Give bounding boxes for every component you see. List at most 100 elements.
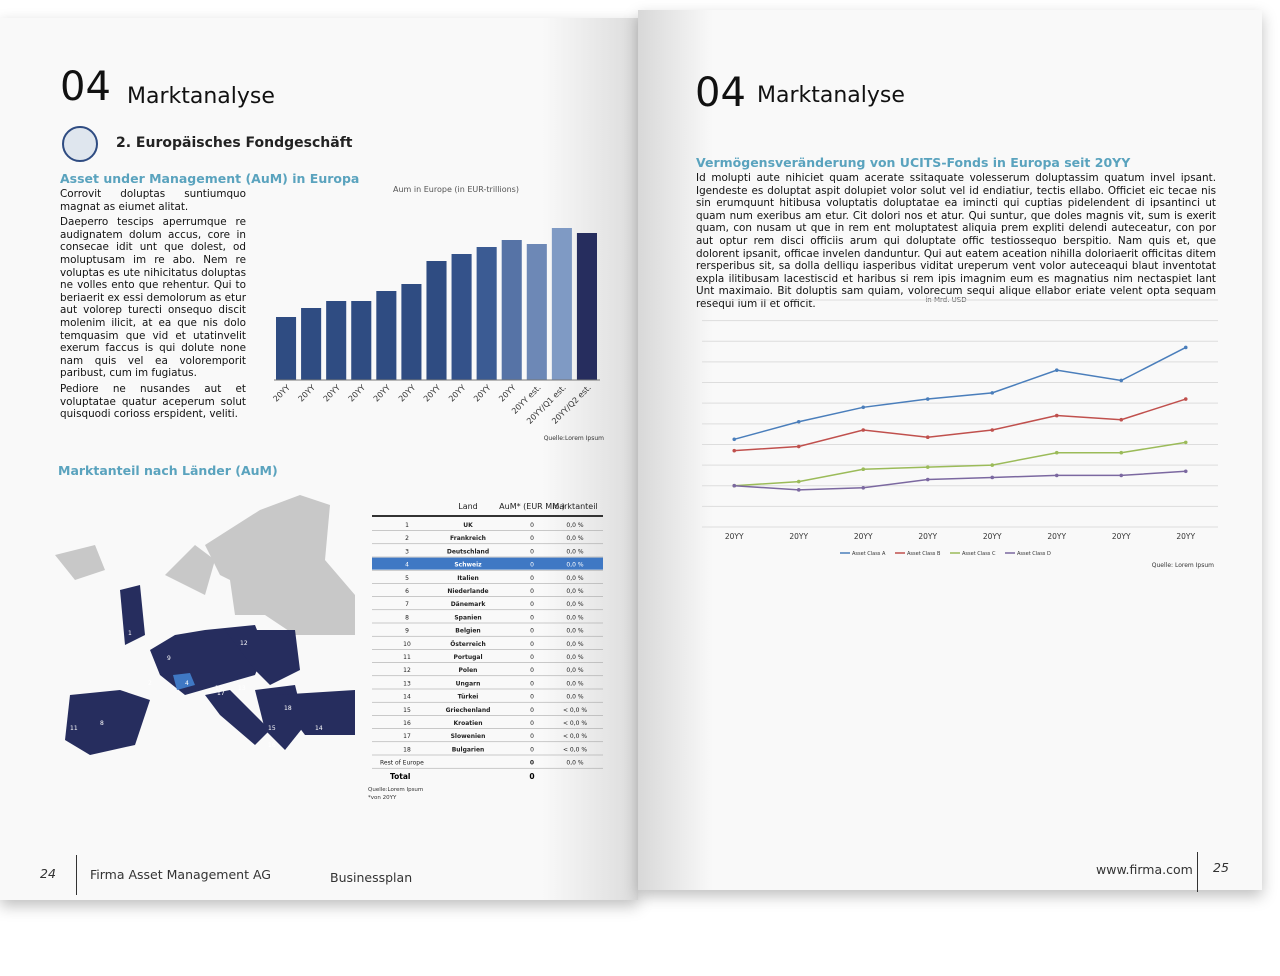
bar bbox=[326, 301, 347, 380]
chart-title: Aum in Europe (in EUR-trillions) bbox=[393, 185, 519, 194]
table-cell: 0 bbox=[530, 760, 534, 767]
table-header: AuM* (EUR Mio.) bbox=[499, 502, 565, 511]
table-cell: Kroatien bbox=[453, 720, 482, 727]
table-cell: Bulgarien bbox=[452, 746, 485, 753]
point bbox=[1054, 473, 1059, 478]
table-header: Marktanteil bbox=[552, 502, 597, 511]
section-number: 04 bbox=[695, 70, 746, 116]
point bbox=[990, 463, 995, 467]
bar bbox=[476, 247, 497, 380]
text-block: Corrovit doluptas suntiumquo magnat as e… bbox=[60, 188, 246, 421]
table-cell: 3 bbox=[405, 548, 409, 555]
map-switzerland bbox=[173, 673, 195, 690]
table-cell: 0 bbox=[530, 614, 534, 621]
page-number: 24 bbox=[40, 866, 56, 881]
source: Quelle:Lorem Ipsum bbox=[544, 435, 604, 442]
table-cell: 17 bbox=[403, 733, 411, 740]
legend-label: Asset Class C bbox=[962, 551, 996, 557]
point bbox=[1183, 397, 1188, 401]
table-cell: 0,0 % bbox=[566, 522, 583, 529]
series-line bbox=[734, 441, 1186, 487]
table-cell: 11 bbox=[403, 654, 411, 661]
series-line bbox=[734, 346, 1187, 441]
table-cell: UK bbox=[463, 522, 473, 529]
map-heading: Marktanteil nach Länder (AuM) bbox=[58, 463, 278, 478]
point bbox=[732, 437, 737, 442]
point bbox=[1119, 450, 1124, 455]
bar bbox=[551, 228, 572, 380]
table-cell: 0,0 % bbox=[566, 628, 583, 635]
heading: Asset under Management (AuM) in Europa bbox=[60, 171, 360, 186]
point bbox=[1119, 378, 1124, 383]
bar bbox=[526, 244, 547, 380]
table-cell: Portugal bbox=[453, 654, 482, 661]
table-cell: 0 bbox=[530, 733, 534, 740]
point bbox=[925, 465, 930, 469]
table-header: Land bbox=[458, 502, 478, 511]
table-cell: 0,0 % bbox=[566, 588, 583, 595]
table-cell: Österreich bbox=[450, 641, 485, 648]
table-cell: 2 bbox=[405, 535, 409, 542]
table-cell: 9 bbox=[405, 628, 409, 635]
point bbox=[925, 397, 930, 401]
subtitle: 2. Europäisches Fondgeschäft bbox=[116, 135, 353, 151]
point bbox=[861, 405, 866, 410]
table-cell: Niederlande bbox=[447, 588, 488, 595]
table-cell: 8 bbox=[405, 614, 409, 621]
map-label: 2 bbox=[148, 680, 152, 687]
map-label: 15 bbox=[268, 725, 276, 732]
table-cell: < 0,0 % bbox=[563, 746, 587, 753]
table-cell: 10 bbox=[403, 641, 411, 648]
map-label: 12 bbox=[240, 640, 248, 647]
x-tick-label: 20YY bbox=[422, 383, 443, 404]
table-note: *von 20YY bbox=[368, 795, 397, 801]
table-cell: 0 bbox=[530, 628, 534, 635]
row-highlight bbox=[372, 557, 603, 570]
bar-chart: Aum in Europe (in EUR-trillions)20YY 20YY… bbox=[271, 185, 604, 442]
table-cell: 0,0 % bbox=[566, 694, 583, 701]
paragraph: Daeperro tescips aperrumque re audignate… bbox=[60, 216, 246, 380]
table-cell: 5 bbox=[405, 575, 409, 582]
globe-icon bbox=[62, 126, 98, 162]
map-label: 13 bbox=[238, 685, 246, 692]
x-tick-label: 20YY bbox=[297, 383, 318, 404]
point bbox=[732, 448, 737, 453]
series-line bbox=[734, 398, 1186, 452]
table-cell: 0 bbox=[530, 746, 534, 753]
map-label: 8 bbox=[100, 720, 104, 727]
point bbox=[796, 488, 801, 492]
bar bbox=[576, 233, 597, 380]
x-tick-label: 20YY bbox=[322, 383, 343, 404]
point bbox=[796, 479, 801, 484]
point bbox=[796, 444, 801, 449]
x-tick-label: 20YY bbox=[497, 383, 518, 404]
x-tick-label: 20YY bbox=[789, 532, 808, 541]
table-cell: 0,0 % bbox=[566, 548, 583, 555]
legend-label: Asset Class A bbox=[852, 551, 886, 557]
point bbox=[1054, 413, 1059, 418]
footer-rule bbox=[76, 855, 77, 895]
table-cell: 15 bbox=[403, 707, 411, 714]
map-label: 9 bbox=[167, 655, 171, 662]
map-label: 1 bbox=[128, 630, 132, 637]
paragraph: Corrovit doluptas suntiumquo magnat as e… bbox=[60, 188, 246, 213]
point bbox=[990, 475, 995, 480]
table-cell: 16 bbox=[403, 720, 411, 727]
table-cell: Schweiz bbox=[454, 562, 482, 569]
map-country bbox=[65, 690, 150, 755]
paragraph: Pediore ne nusandes aut et voluptatae qu… bbox=[60, 382, 246, 421]
series-line bbox=[734, 470, 1186, 491]
map-label: 18 bbox=[284, 705, 292, 712]
source: Quelle: Lorem Ipsum bbox=[1152, 562, 1214, 569]
table-cell: 0 bbox=[530, 535, 534, 542]
x-tick-label: 20YY bbox=[347, 383, 368, 404]
table-cell: Polen bbox=[459, 667, 478, 674]
point bbox=[1054, 368, 1059, 372]
table-cell: Slowenien bbox=[451, 733, 486, 740]
table-cell: 0,0 % bbox=[566, 562, 583, 569]
point bbox=[861, 485, 866, 490]
x-tick-label: 20YY bbox=[271, 383, 292, 404]
left-page bbox=[0, 18, 638, 900]
table-cell: 0,0 % bbox=[566, 667, 583, 674]
